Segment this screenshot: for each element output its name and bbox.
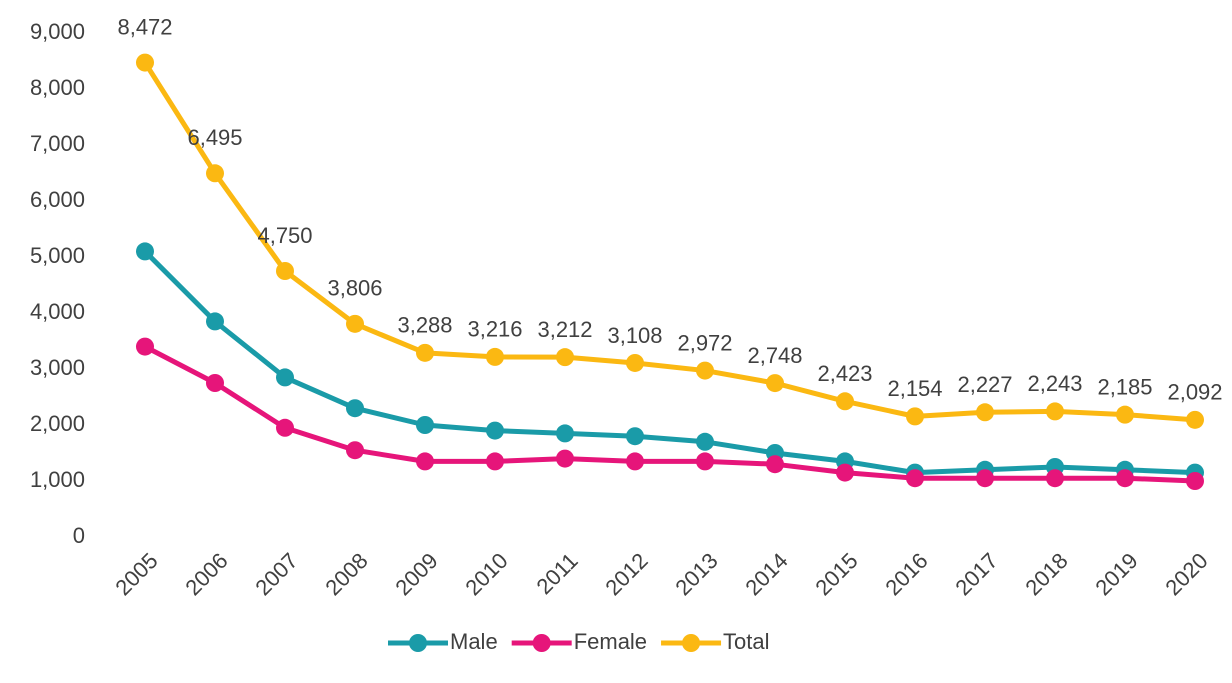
series-line [143,249,1196,476]
x-tick-label: 2018 [1020,548,1072,600]
x-tick-label: 2014 [740,548,792,600]
legend-marker [682,634,701,652]
legend-marker [409,634,427,652]
point [556,348,574,367]
x-tick-label: 2011 [532,548,583,599]
series-line [143,344,1196,484]
point [136,337,154,356]
y-tick-label: 1,000 [30,467,85,492]
point [136,53,154,72]
point [486,452,504,471]
point [836,463,854,482]
point [346,399,364,418]
point [906,407,924,426]
point [976,403,994,422]
y-tick-label: 4,000 [30,299,85,324]
point [1046,402,1064,421]
y-tick-label: 0 [73,523,85,548]
x-tick-label: 2016 [880,548,932,600]
data-label: 8,472 [117,14,172,39]
point [1116,405,1134,424]
point [136,242,154,261]
x-tick-label: 2008 [320,548,372,600]
point [556,449,574,468]
point [696,432,714,451]
point [1116,469,1134,488]
x-tick-label: 2020 [1160,548,1212,600]
point [766,455,784,474]
point [1186,472,1204,490]
y-tick-label: 9,000 [30,19,85,44]
x-tick-label: 2009 [390,548,442,600]
legend-label: Male [450,629,498,654]
point [346,314,364,333]
x-tick-label: 2005 [110,548,162,600]
y-tick-label: 8,000 [30,75,85,100]
point [836,392,854,411]
y-tick-label: 2,000 [30,411,85,436]
point [906,469,924,488]
point [1186,410,1204,429]
legend-marker [532,634,551,652]
data-label: 2,092 [1167,380,1222,405]
point [696,452,714,471]
data-label: 2,243 [1027,371,1082,396]
y-tick-label: 7,000 [30,131,85,156]
point [206,374,224,392]
y-tick-label: 6,000 [30,187,85,212]
point [416,416,434,434]
point [206,164,224,183]
point [346,441,364,460]
legend-label: Total [723,629,769,654]
point [416,343,434,362]
point [486,347,504,366]
x-tick-label: 2017 [950,548,1002,600]
point [486,421,504,440]
x-tick-label: 2015 [810,548,862,600]
data-label: 3,216 [467,317,522,342]
point [626,353,644,372]
point [556,424,574,443]
point [276,262,294,280]
point [626,427,644,446]
x-tick-label: 2013 [670,548,722,600]
data-label: 2,227 [957,372,1012,397]
point [1046,469,1064,488]
x-tick-label: 2007 [250,548,302,600]
point [276,418,294,437]
point [766,374,784,393]
data-label: 2,185 [1097,374,1152,399]
y-tick-label: 3,000 [30,355,85,380]
point [626,452,644,471]
data-label: 3,108 [607,323,662,348]
point [696,361,714,380]
data-label: 2,748 [747,343,802,368]
data-label: 2,423 [817,361,872,386]
point [206,312,224,331]
data-label: 4,750 [257,223,312,248]
x-tick-label: 2019 [1090,548,1142,600]
x-tick-label: 2006 [180,548,232,600]
x-tick-label: 2010 [460,548,512,600]
data-label: 6,495 [187,125,242,150]
x-tick-label: 2012 [600,548,652,600]
legend-label: Female [574,629,647,654]
data-label: 3,288 [397,313,452,338]
y-tick-label: 5,000 [30,243,85,268]
data-label: 2,972 [677,330,732,355]
data-label: 2,154 [887,376,942,401]
series-line [142,61,1196,423]
point [276,368,294,387]
data-label: 3,806 [327,276,382,301]
point [976,469,994,488]
point [416,452,434,471]
data-label: 3,212 [537,317,592,342]
